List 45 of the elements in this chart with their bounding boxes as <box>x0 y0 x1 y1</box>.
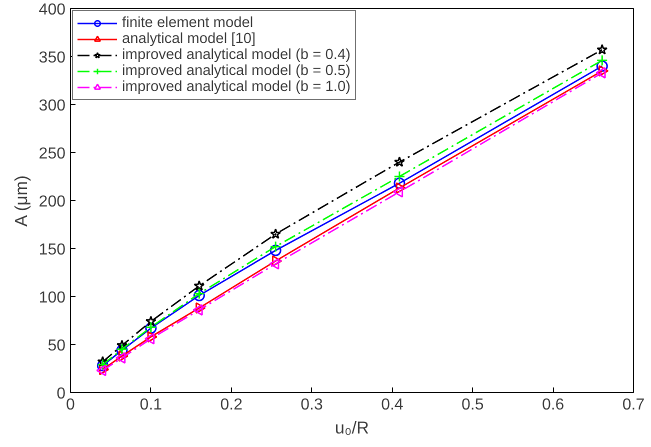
point <box>596 60 608 72</box>
x-tick-label: 0.7 <box>622 396 645 414</box>
point <box>270 228 282 239</box>
legend-label: finite element model <box>122 15 254 31</box>
point <box>396 182 406 194</box>
point <box>145 316 156 326</box>
y-tick-label: 250 <box>38 146 66 162</box>
point <box>598 65 609 77</box>
point <box>270 244 282 256</box>
y-tick-label: 300 <box>38 98 66 114</box>
point <box>596 44 608 55</box>
y-tick-label: 0 <box>56 386 66 402</box>
y-tick-label: 150 <box>38 242 66 258</box>
point <box>192 304 203 316</box>
x-tick-label: 0.5 <box>462 396 484 414</box>
point <box>270 240 282 252</box>
y-tick-label: 100 <box>38 290 66 306</box>
point <box>97 356 108 367</box>
point <box>596 67 606 79</box>
y-tick-label: 200 <box>38 194 66 210</box>
x-tick-label: 0.2 <box>220 396 243 414</box>
point <box>596 54 608 66</box>
y-tick-label: 400 <box>38 2 66 18</box>
legend-label: improved analytical model (b = 1.0) <box>122 79 351 95</box>
point <box>194 280 205 291</box>
legend-label: improved analytical model (b = 0.5) <box>122 63 351 79</box>
x-axis-title: u₀/R <box>334 418 370 438</box>
point <box>144 332 155 344</box>
point <box>394 156 405 167</box>
legend-label: improved analytical model (b = 0.4) <box>122 47 351 63</box>
legend-label: analytical model [10] <box>122 31 256 47</box>
point <box>394 177 406 189</box>
point <box>96 364 106 376</box>
point <box>269 258 280 270</box>
x-tick-label: 0.6 <box>542 396 564 414</box>
point <box>394 170 406 182</box>
y-axis-title: A (μm) <box>10 175 31 227</box>
y-tick-label: 50 <box>48 338 66 354</box>
x-tick-label: 0.4 <box>381 396 404 414</box>
point <box>392 186 404 198</box>
point <box>116 340 128 350</box>
point <box>115 352 126 364</box>
x-tick-label: 0.3 <box>300 396 324 414</box>
y-tick-label: 350 <box>38 50 66 66</box>
x-tick-label: 0.1 <box>140 396 162 414</box>
